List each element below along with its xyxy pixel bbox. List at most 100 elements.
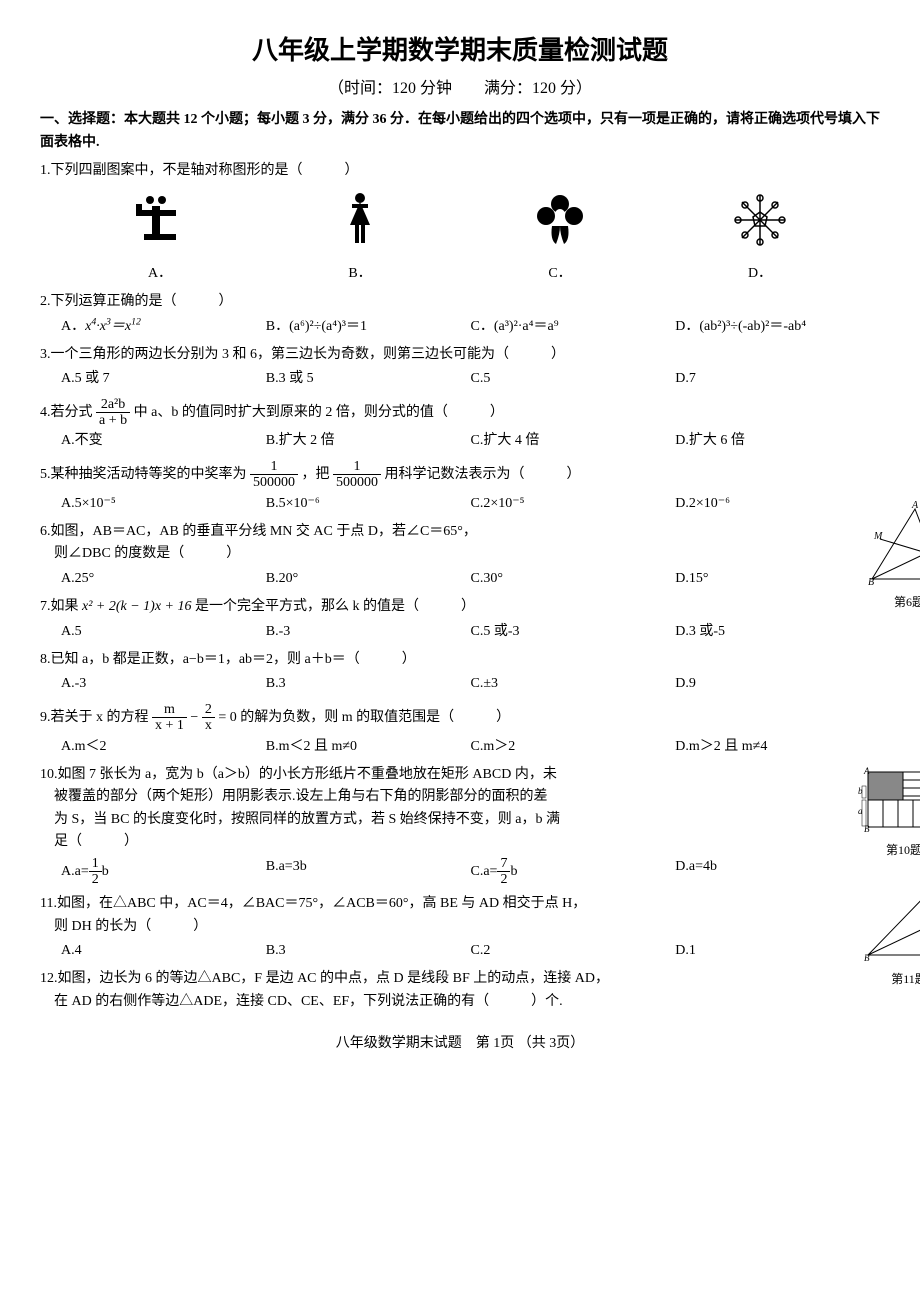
q10-opt-b: B.a=3b: [266, 856, 471, 888]
q9-opt-c: C.m＞2: [471, 736, 676, 758]
q5-frac2: 1500000: [333, 459, 381, 491]
q5-text: 5.某种抽奖活动特等奖的中奖率为 1500000 ，把 1500000 用科学记…: [40, 459, 880, 491]
q8-opt-d: D.9: [675, 673, 880, 695]
q10-t4: 足（ ）: [40, 831, 880, 853]
q4-pre: 4.若分式: [40, 405, 93, 420]
q10-a-pre: A.a=: [61, 864, 89, 879]
q9-f2: 2x: [202, 702, 215, 734]
q9-minus: −: [190, 710, 201, 725]
q5-opt-a: A.5×10⁻⁵: [61, 493, 266, 515]
q10-c-frac: 72: [497, 856, 510, 888]
q5-n2: 1: [333, 459, 381, 475]
q10-c-pre: C.a=: [471, 864, 498, 879]
q10: 10.如图 7 张长为 a，宽为 b（a＞b）的小长方形纸片不重叠地放在矩形 A…: [40, 764, 880, 887]
q12-t1: 12.如图，边长为 6 的等边△ABC，F 是边 AC 的中点，点 D 是线段 …: [40, 968, 880, 990]
q8: 8.已知 a，b 都是正数，a−b＝1，ab＝2，则 a＋b＝（ ） A.-3 …: [40, 649, 880, 696]
q6: 6.如图，AB＝AC，AB 的垂直平分线 MN 交 AC 于点 D，若∠C＝65…: [40, 521, 880, 590]
q1-label-c: C．: [500, 263, 620, 285]
q5-post: 用科学记数法表示为（ ）: [385, 467, 581, 482]
q7-opt-c: C.5 或-3: [471, 621, 676, 643]
q5-opt-c: C.2×10⁻⁵: [471, 493, 676, 515]
q11-opt-a: A.4: [61, 940, 266, 962]
q10-t2: 被覆盖的部分（两个矩形）用阴影表示.设左上角与右下角的阴影部分的面积的差: [40, 786, 880, 808]
q2-a-prefix: A．: [61, 319, 85, 334]
section-1-header: 一、选择题：本大题共 12 个小题；每小题 3 分，满分 36 分．在每小题给出…: [40, 109, 880, 154]
q9-f2d: x: [202, 718, 215, 733]
q7-text: 7.如果 x² + 2(k − 1)x + 16 是一个完全平方式，那么 k 的…: [40, 596, 880, 618]
q9-post: 的解为负数，则 m 的取值范围是（ ）: [240, 710, 510, 725]
q1-img-c: [500, 190, 620, 258]
q7: 7.如果 x² + 2(k − 1)x + 16 是一个完全平方式，那么 k 的…: [40, 596, 880, 643]
q12: 12.如图，边长为 6 的等边△ABC，F 是边 AC 的中点，点 D 是线段 …: [40, 968, 880, 1013]
q3-opt-c: C.5: [471, 368, 676, 390]
q2-opt-c: C．(a³)²·a⁴＝a⁹: [471, 316, 676, 338]
lbl-A: A: [911, 501, 919, 511]
q10-t1: 10.如图 7 张长为 a，宽为 b（a＞b）的小长方形纸片不重叠地放在矩形 A…: [40, 764, 880, 786]
q10-a-d: 2: [89, 872, 102, 887]
q5-n1: 1: [250, 459, 298, 475]
q11-t2: 则 DH 的长为（ ）: [40, 916, 880, 938]
q11-opt-c: C.2: [471, 940, 676, 962]
q2-opt-d: D．(ab²)³÷(-ab)²＝-ab⁴: [675, 316, 880, 338]
q5-d1: 500000: [250, 475, 298, 490]
q3-opt-b: B.3 或 5: [266, 368, 471, 390]
q4-frac: 2a²ba + b: [96, 397, 130, 429]
q1-images: [40, 190, 880, 258]
q1-img-d: [700, 190, 820, 258]
q5: 5.某种抽奖活动特等奖的中奖率为 1500000 ，把 1500000 用科学记…: [40, 459, 880, 515]
q4-opt-c: C.扩大 4 倍: [471, 430, 676, 452]
q3-opt-d: D.7: [675, 368, 880, 390]
q6-opt-b: B.20°: [266, 568, 471, 590]
q7-opt-b: B.-3: [266, 621, 471, 643]
q5-pre: 5.某种抽奖活动特等奖的中奖率为: [40, 467, 247, 482]
q11-opt-b: B.3: [266, 940, 471, 962]
q8-text: 8.已知 a，b 都是正数，a−b＝1，ab＝2，则 a＋b＝（ ）: [40, 649, 880, 671]
q4-num: 2a²b: [96, 397, 130, 413]
q1-img-a: [100, 190, 220, 258]
q1-label-b: B．: [300, 263, 420, 285]
svg-text:A: A: [863, 766, 870, 776]
q9-eq: = 0: [218, 710, 236, 725]
q12-t2: 在 AD 的右侧作等边△ADE，连接 CD、CE、EF，下列说法正确的有（ ）个…: [40, 991, 880, 1013]
q3-opt-a: A.5 或 7: [61, 368, 266, 390]
q9-text: 9.若关于 x 的方程 mx + 1 − 2x = 0 的解为负数，则 m 的取…: [40, 702, 880, 734]
q11-opt-d: D.1: [675, 940, 880, 962]
q9-opt-b: B.m＜2 且 m≠0: [266, 736, 471, 758]
q10-figure: A D B C b a 第10题图: [850, 764, 920, 860]
q4-opt-a: A.不变: [61, 430, 266, 452]
q9-opt-d: D.m＞2 且 m≠4: [675, 736, 880, 758]
q9-f2n: 2: [202, 702, 215, 718]
q4-opt-d: D.扩大 6 倍: [675, 430, 880, 452]
q10-a-post: b: [102, 864, 109, 879]
q7-opt-a: A.5: [61, 621, 266, 643]
q10-c-post: b: [510, 864, 517, 879]
q4-text: 4.若分式 2a²ba + b 中 a、b 的值同时扩大到原来的 2 倍，则分式…: [40, 397, 880, 429]
page-subtitle: （时间：120 分钟 满分：120 分）: [40, 76, 880, 102]
q7-opt-d: D.3 或-5: [675, 621, 880, 643]
q1-label-a: A．: [100, 263, 220, 285]
q4-den: a + b: [96, 413, 130, 428]
q5-opt-d: D.2×10⁻⁶: [675, 493, 880, 515]
q10-c-d: 2: [497, 872, 510, 887]
lbl-M: M: [873, 531, 883, 542]
q9-pre: 9.若关于 x 的方程: [40, 710, 152, 725]
q1-labels: A． B． C． D．: [40, 263, 880, 285]
q10-caption: 第10题图: [850, 841, 920, 860]
q1: 1.下列四副图案中，不是轴对称图形的是（ ）: [40, 160, 880, 285]
q10-opt-c: C.a=72b: [471, 856, 676, 888]
page-title: 八年级上学期数学期末质量检测试题: [40, 30, 880, 72]
q6-opt-d: D.15°: [675, 568, 880, 590]
q5-mid: ，把: [302, 467, 330, 482]
q10-a-frac: 12: [89, 856, 102, 888]
q2: 2.下列运算正确的是（ ） A．x4·x3＝x12 B．(a⁶)²÷(a⁴)³＝…: [40, 291, 880, 338]
svg-text:B: B: [864, 953, 870, 963]
page-footer: 八年级数学期末试题 第 1页 （共 3页）: [40, 1033, 880, 1055]
svg-text:B: B: [864, 824, 870, 834]
q1-img-b: [300, 190, 420, 258]
q8-opt-c: C.±3: [471, 673, 676, 695]
q11-t1: 11.如图，在△ABC 中，AC＝4，∠BAC＝75°，∠ACB＝60°，高 B…: [40, 893, 880, 915]
q7-post: 是一个完全平方式，那么 k 的值是（ ）: [192, 599, 476, 614]
q4-opt-b: B.扩大 2 倍: [266, 430, 471, 452]
q2-opt-a: A．x4·x3＝x12: [61, 316, 266, 338]
q6-opt-c: C.30°: [471, 568, 676, 590]
